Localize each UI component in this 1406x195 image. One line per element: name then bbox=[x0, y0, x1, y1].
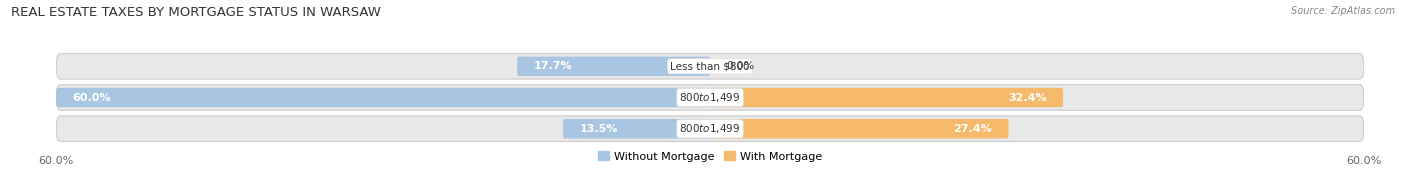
Text: 17.7%: 17.7% bbox=[533, 61, 572, 71]
Text: 32.4%: 32.4% bbox=[1008, 92, 1046, 103]
FancyBboxPatch shape bbox=[56, 85, 1364, 110]
FancyBboxPatch shape bbox=[710, 119, 1008, 138]
Text: 60.0%: 60.0% bbox=[73, 92, 111, 103]
Legend: Without Mortgage, With Mortgage: Without Mortgage, With Mortgage bbox=[593, 147, 827, 166]
Text: 0.0%: 0.0% bbox=[727, 61, 755, 71]
Text: $800 to $1,499: $800 to $1,499 bbox=[679, 122, 741, 135]
Text: $800 to $1,499: $800 to $1,499 bbox=[679, 91, 741, 104]
Text: Source: ZipAtlas.com: Source: ZipAtlas.com bbox=[1291, 6, 1395, 16]
FancyBboxPatch shape bbox=[56, 116, 1364, 142]
FancyBboxPatch shape bbox=[517, 57, 710, 76]
FancyBboxPatch shape bbox=[710, 88, 1063, 107]
Text: 27.4%: 27.4% bbox=[953, 124, 993, 134]
FancyBboxPatch shape bbox=[56, 88, 710, 107]
Text: 13.5%: 13.5% bbox=[579, 124, 617, 134]
Text: Less than $800: Less than $800 bbox=[671, 61, 749, 71]
FancyBboxPatch shape bbox=[56, 53, 1364, 79]
FancyBboxPatch shape bbox=[562, 119, 710, 138]
Text: REAL ESTATE TAXES BY MORTGAGE STATUS IN WARSAW: REAL ESTATE TAXES BY MORTGAGE STATUS IN … bbox=[11, 6, 381, 19]
